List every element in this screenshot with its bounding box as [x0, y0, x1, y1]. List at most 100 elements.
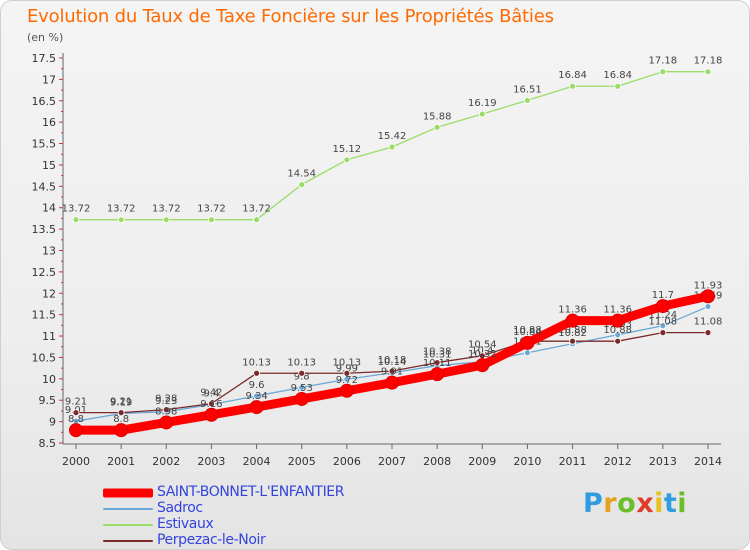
data-point-perpezac-le-noir	[659, 329, 667, 337]
data-label-estivaux: 17.18	[649, 56, 678, 67]
y-tick-label: 9.5	[39, 394, 57, 407]
y-tick-label: 16	[42, 116, 56, 129]
logo-letter: t	[663, 488, 678, 519]
data-label-estivaux: 13.72	[62, 204, 91, 215]
data-point-estivaux	[72, 216, 80, 224]
data-point-saint-bonnet-l-enfantier	[655, 299, 670, 314]
data-label-estivaux: 15.88	[423, 111, 452, 122]
y-tick-label: 11	[42, 330, 56, 343]
data-label-perpezac-le-noir: 10.54	[468, 340, 497, 351]
data-label-estivaux: 16.84	[603, 70, 632, 81]
y-tick-label: 16.5	[32, 95, 57, 108]
chart-title: Evolution du Taux de Taxe Foncière sur l…	[27, 6, 554, 27]
data-label-estivaux: 16.51	[513, 84, 542, 95]
data-point-sadroc	[614, 331, 622, 339]
data-label-saint-bonnet-l-enfantier: 10.11	[423, 358, 452, 369]
legend-label: Perpezac-le-Noir	[157, 532, 266, 548]
data-point-perpezac-le-noir	[208, 400, 215, 408]
x-tick-label: 2004	[243, 455, 271, 468]
data-point-perpezac-le-noir	[72, 409, 80, 417]
data-point-estivaux	[478, 110, 486, 118]
data-label-perpezac-le-noir: 9.28	[155, 394, 177, 405]
y-tick-label: 11.5	[32, 309, 57, 322]
data-point-estivaux	[659, 68, 667, 76]
y-tick-label: 12	[42, 287, 56, 300]
data-label-saint-bonnet-l-enfantier: 9.91	[381, 367, 403, 378]
data-label-saint-bonnet-l-enfantier: 11.93	[694, 280, 723, 291]
data-point-saint-bonnet-l-enfantier	[249, 400, 264, 415]
data-label-perpezac-le-noir: 9.21	[65, 397, 87, 408]
legend-swatch	[103, 524, 153, 526]
logo-letter: x	[636, 488, 655, 519]
data-label-estivaux: 13.72	[242, 204, 271, 215]
data-label-perpezac-le-noir: 10.88	[603, 325, 632, 336]
data-label-sadroc: 9.6	[249, 380, 265, 391]
data-label-saint-bonnet-l-enfantier: 11.7	[652, 290, 674, 301]
data-label-sadroc: 9.23	[155, 396, 177, 407]
data-label-perpezac-le-noir: 10.88	[513, 325, 542, 336]
data-label-perpezac-le-noir: 9.42	[200, 388, 222, 399]
x-tick-label: 2009	[468, 455, 496, 468]
x-tick-label: 2005	[288, 455, 316, 468]
x-tick-label: 2013	[649, 455, 677, 468]
data-point-estivaux	[298, 181, 306, 189]
x-tick-label: 2012	[604, 455, 632, 468]
data-point-saint-bonnet-l-enfantier	[475, 358, 490, 373]
y-tick-label: 10.5	[32, 351, 57, 364]
x-tick-label: 2003	[197, 455, 225, 468]
data-label-estivaux: 13.72	[197, 204, 226, 215]
x-tick-label: 2011	[559, 455, 587, 468]
data-point-saint-bonnet-l-enfantier	[204, 407, 219, 422]
x-tick-label: 2008	[423, 455, 451, 468]
data-point-estivaux	[162, 216, 170, 224]
y-tick-label: 15.5	[32, 138, 57, 151]
logo-letter: r	[603, 488, 618, 519]
logo-letter: i	[677, 488, 688, 519]
legend-swatch	[103, 508, 153, 510]
data-label-estivaux: 16.84	[558, 70, 587, 81]
data-label-perpezac-le-noir: 10.88	[558, 325, 587, 336]
data-label-estivaux: 15.12	[333, 144, 362, 155]
data-label-saint-bonnet-l-enfantier: 8.8	[68, 414, 84, 425]
x-tick-label: 2006	[333, 455, 361, 468]
y-tick-label: 14.5	[32, 180, 57, 193]
y-tick-label: 8.5	[39, 437, 57, 450]
chart-subtitle: (en %)	[27, 31, 64, 44]
x-tick-label: 2001	[107, 455, 135, 468]
data-label-saint-bonnet-l-enfantier: 9.16	[200, 399, 222, 410]
data-point-perpezac-le-noir	[569, 337, 576, 345]
data-point-saint-bonnet-l-enfantier	[294, 391, 309, 406]
data-label-saint-bonnet-l-enfantier: 11.36	[558, 305, 587, 316]
y-tick-label: 17	[42, 73, 56, 86]
data-point-perpezac-le-noir	[298, 369, 306, 377]
y-tick-label: 14	[42, 202, 56, 215]
data-label-sadroc: 9.4	[203, 389, 219, 400]
y-tick-label: 9	[49, 416, 56, 429]
data-label-perpezac-le-noir: 11.08	[649, 317, 678, 328]
x-tick-label: 2014	[694, 455, 722, 468]
data-point-saint-bonnet-l-enfantier	[430, 367, 445, 382]
data-point-saint-bonnet-l-enfantier	[69, 423, 83, 438]
proxiti-logo: Proxiti	[583, 488, 687, 519]
data-label-sadroc: 10.4	[471, 346, 493, 357]
data-label-perpezac-le-noir: 9.21	[110, 397, 132, 408]
data-point-perpezac-le-noir	[162, 406, 170, 414]
data-label-estivaux: 15.42	[378, 131, 407, 142]
data-point-saint-bonnet-l-enfantier	[159, 415, 174, 430]
data-label-saint-bonnet-l-enfantier: 10.32	[468, 349, 497, 360]
y-tick-label: 15	[42, 159, 56, 172]
data-point-perpezac-le-noir	[388, 367, 396, 375]
data-point-estivaux	[433, 123, 441, 131]
data-point-estivaux	[704, 68, 712, 76]
data-point-estivaux	[388, 143, 396, 151]
data-label-saint-bonnet-l-enfantier: 9.72	[336, 375, 358, 386]
data-label-perpezac-le-noir: 10.13	[287, 357, 316, 368]
data-point-saint-bonnet-l-enfantier	[385, 375, 399, 390]
y-tick-label: 17.5	[32, 52, 57, 65]
data-label-estivaux: 17.18	[694, 56, 723, 67]
data-point-saint-bonnet-l-enfantier	[610, 313, 625, 328]
y-tick-label: 12.5	[32, 266, 57, 279]
data-point-estivaux	[208, 216, 215, 224]
logo-letter: o	[617, 488, 637, 519]
legend-label: SAINT-BONNET-L'ENFANTIER	[157, 484, 345, 500]
